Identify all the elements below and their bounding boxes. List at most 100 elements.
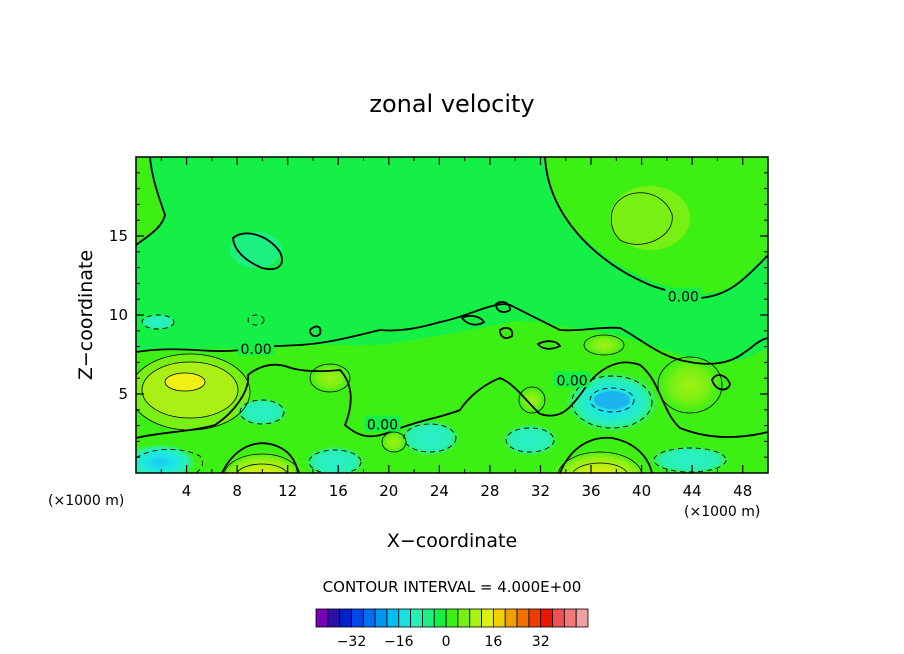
pos-contour-12 [381, 431, 407, 453]
x-tick-label: 28 [480, 482, 499, 500]
contour-labels: 0.00 0.00 0.00 0.00 [238, 287, 702, 434]
colorbar-swatch [540, 608, 553, 628]
x-tick-label: 4 [182, 482, 192, 500]
max-left-core [165, 373, 205, 391]
y-axis-label: Z−coordinate [75, 250, 97, 380]
max-bottom-right [548, 448, 652, 473]
contour-label: 0.00 [556, 373, 587, 389]
zero-contour-upper-left [136, 157, 166, 246]
neg-contour-7 [505, 427, 555, 453]
left-edge-patch [136, 157, 165, 245]
x-tick-label: 48 [733, 482, 752, 500]
colorbar-swatch [386, 608, 400, 628]
colorbar-swatch [457, 608, 471, 628]
contour-label-bg [364, 415, 401, 432]
contour-label: 0.00 [668, 290, 699, 306]
pos-contour-10 [572, 462, 628, 473]
x-tick-label: 32 [531, 482, 550, 500]
neg-contour-1 [571, 375, 653, 429]
contour-label-bg [554, 371, 591, 388]
zero-contour-bottom-2 [559, 436, 653, 473]
x-tick-label: 8 [232, 482, 242, 500]
pos-contour-5 [309, 363, 351, 393]
colorbar-swatch [516, 608, 530, 628]
colorbar-swatch [351, 608, 364, 628]
colorbar-swatch [339, 608, 352, 628]
y-axis-ticks: 5 10 15 [109, 172, 768, 458]
colorbar-swatch [410, 608, 423, 628]
x-tick-label: 44 [683, 482, 702, 500]
min-mid-3 [502, 424, 558, 456]
max-mid-3 [518, 386, 546, 414]
x-tick-label: 40 [632, 482, 651, 500]
colorbar-swatch [315, 608, 329, 628]
y-tick-label: 10 [109, 306, 128, 324]
neg-contour-8 [653, 447, 727, 473]
pos-contour-9 [557, 451, 643, 473]
plot-area: 0.00 0.00 0.00 0.00 [136, 157, 768, 473]
contour-label-bg [238, 339, 275, 356]
x-tick-label: 36 [581, 482, 600, 500]
pos-contour-7 [223, 453, 301, 473]
zero-contour-lower [136, 361, 768, 439]
colorbar-swatch [445, 608, 459, 628]
contour-interval-label: CONTOUR INTERVAL = 4.000E+00 [323, 578, 582, 596]
y-tick-label: 15 [109, 227, 128, 245]
x-tick-label: 16 [329, 482, 348, 500]
colorbar-swatch [422, 608, 435, 628]
zero-contour-ragged-5 [536, 340, 562, 350]
min-mid-2 [400, 420, 460, 456]
colorbar-swatch [469, 608, 482, 628]
contour-label-bg [665, 287, 702, 304]
colorbar-swatch [398, 608, 412, 628]
neg-contour-9 [141, 314, 175, 330]
min-mid-1 [236, 398, 288, 426]
neg-contour-2 [589, 387, 635, 413]
colorbar-tick-label: 16 [484, 634, 502, 650]
colorbar-swatch [362, 608, 376, 628]
max-bottom-center [216, 450, 308, 473]
contour-lines-negative [136, 314, 727, 473]
neg-contour-5 [308, 449, 362, 473]
zero-contour-right-small [711, 374, 731, 391]
zero-contour-ragged-3 [495, 301, 511, 313]
pos-contour-13 [583, 334, 625, 356]
pos-contour-11 [518, 386, 546, 414]
upper-right-core [610, 186, 690, 250]
colorbar: −32 −16 0 16 32 [315, 608, 589, 650]
colorbar-swatch [433, 608, 447, 628]
pos-contour-8 [236, 463, 288, 473]
pos-contour-4 [164, 372, 206, 392]
contour-label: 0.00 [240, 342, 271, 358]
colorbar-swatch [563, 608, 577, 628]
pos-contour-2 [136, 353, 251, 431]
colorbar-tick-label: 0 [442, 634, 451, 650]
contour-label: 0.00 [367, 418, 398, 434]
pos-contour-3 [141, 361, 239, 419]
neg-contour-4 [239, 399, 285, 425]
colorbar-tick-label: −16 [384, 634, 414, 650]
neg-contour-10 [247, 314, 265, 326]
max-mid-2 [380, 430, 408, 454]
colorbar-swatch [481, 608, 494, 628]
zero-contour-ragged-4 [499, 327, 514, 339]
min-right-core [594, 391, 630, 409]
min-bottom-left [136, 444, 196, 473]
x-unit-label-right: (×1000 m) [684, 504, 760, 520]
contour-lines-positive [136, 192, 723, 473]
min-left-upper [140, 314, 176, 330]
colorbar-swatch [504, 608, 518, 628]
pos-contour-6 [657, 356, 723, 414]
y-tick-label: 5 [118, 385, 128, 403]
colorbar-swatch [528, 608, 542, 628]
min-bottom-mid [305, 446, 365, 473]
zero-contour-ragged-2 [460, 315, 486, 326]
colorbar-swatch [374, 608, 388, 628]
x-tick-label: 12 [278, 482, 297, 500]
min-right-bottom [650, 446, 730, 473]
max-mid-4 [582, 333, 626, 357]
zero-contour-ragged-1 [309, 325, 322, 337]
x-tick-label: 24 [430, 482, 449, 500]
neg-contour-6 [403, 423, 457, 453]
